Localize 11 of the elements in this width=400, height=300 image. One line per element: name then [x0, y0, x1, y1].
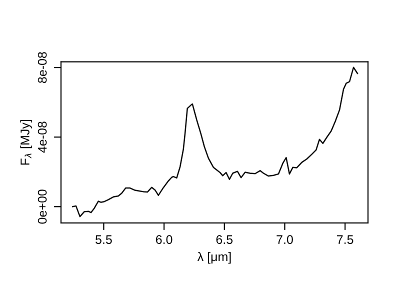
x-axis-title: λ [μm] — [197, 252, 231, 264]
x-tick-label: 7.5 — [337, 235, 354, 244]
x-tick-label: 7.0 — [276, 235, 293, 244]
y-tick-label: 8e-08 — [38, 52, 47, 83]
x-tick-label: 6.5 — [216, 235, 233, 244]
y-tick-label: 0e+00 — [38, 190, 47, 224]
line-series — [72, 66, 358, 218]
x-tick-label: 5.5 — [96, 235, 112, 244]
y-axis-title: F$_{λ}$ [MJy] — [20, 120, 32, 165]
y-tick-label: 4e-08 — [38, 122, 47, 153]
x-tick-label: 6.0 — [156, 235, 172, 244]
